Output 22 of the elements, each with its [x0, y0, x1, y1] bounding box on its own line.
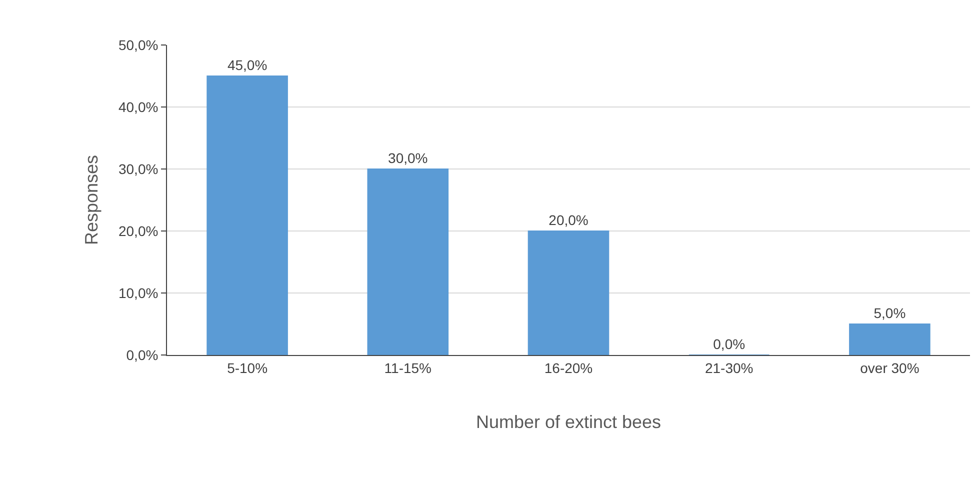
y-axis-title: Responses: [82, 154, 102, 246]
data-label: 45,0%: [227, 57, 268, 73]
x-tick-label: 21-30%: [704, 360, 754, 376]
x-tick-label: 11-15%: [384, 360, 432, 376]
x-tick-label: 5-10%: [227, 360, 268, 376]
x-axis-title: Number of extinct bees: [476, 412, 662, 432]
y-tick-label: 20,0%: [118, 222, 158, 239]
x-tick-label: 16-20%: [544, 360, 593, 376]
y-tick-label: 0,0%: [126, 346, 158, 363]
data-label: 5,0%: [874, 305, 906, 321]
bar: [849, 324, 930, 355]
bar: [528, 230, 610, 355]
bar: [206, 76, 288, 355]
y-tick-label: 40,0%: [118, 98, 158, 115]
data-label: 0,0%: [713, 336, 746, 352]
y-tick-label: 30,0%: [118, 160, 158, 177]
x-tick-label: over 30%: [860, 360, 920, 376]
data-label: 30,0%: [388, 150, 428, 166]
bar: [367, 168, 449, 355]
data-label: 20,0%: [548, 212, 588, 228]
y-tick-label: 50,0%: [118, 36, 158, 53]
y-tick-label: 10,0%: [118, 284, 158, 301]
